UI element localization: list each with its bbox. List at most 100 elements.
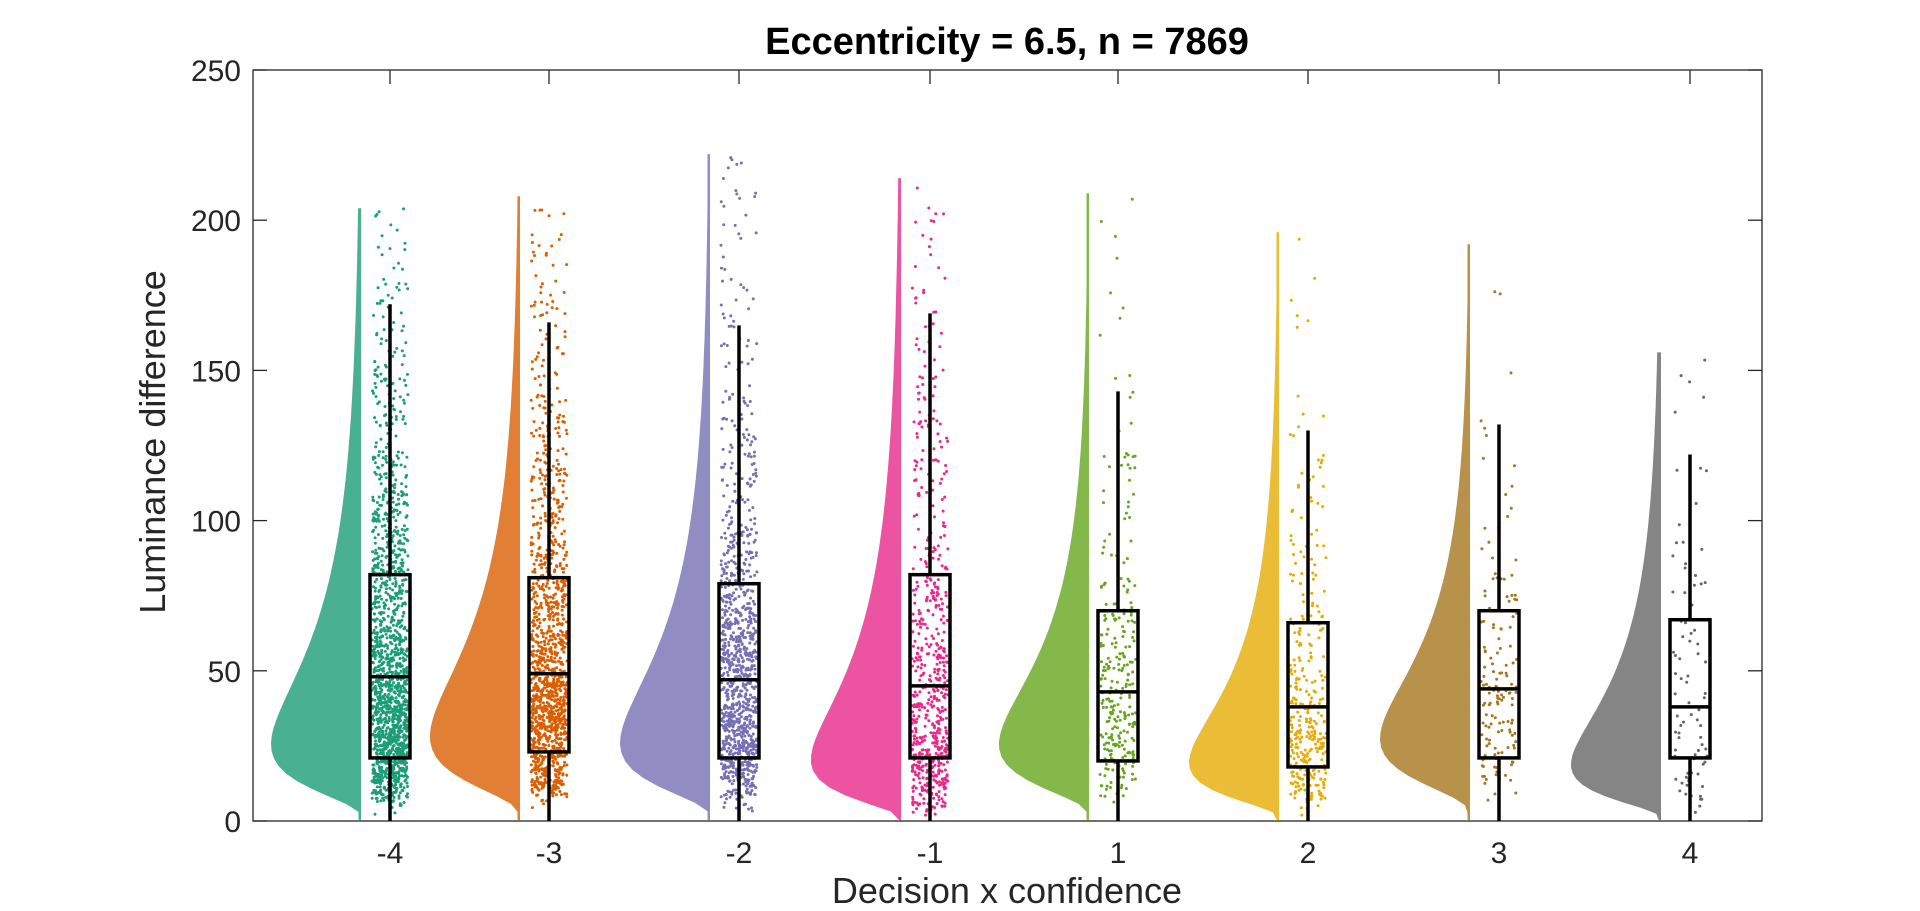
rain-points [719,156,759,813]
rain-point [940,498,944,501]
rain-point [729,613,733,617]
rain-point [535,602,539,606]
rain-point [544,666,548,670]
rain-point [745,569,749,573]
rain-point [937,722,941,726]
rain-point [560,532,564,536]
rain-point [1305,735,1309,738]
rain-point [552,761,556,765]
rain-point [733,740,737,744]
rain-point [914,220,918,224]
rain-point [924,813,927,817]
rain-point [400,640,403,643]
rain-point [404,502,408,505]
rain-point [939,597,943,601]
rain-point [1121,306,1125,310]
rain-point [944,590,948,594]
rain-point [405,761,408,765]
rain-point [742,436,746,439]
rain-point [735,192,739,196]
rain-point [1309,747,1313,751]
rain-point [403,601,407,605]
rain-point [406,775,409,779]
rain-point [393,811,397,815]
rain-point [935,655,939,659]
rain-point [725,651,729,655]
rain-point [533,766,537,770]
rain-point [530,806,534,810]
rain-point [544,411,548,415]
rain-point [1318,669,1322,673]
cloud-density [999,193,1089,821]
rain-point [562,617,566,621]
rain-point [404,769,408,773]
rain-point [1105,784,1109,788]
rain-point [399,568,403,571]
rain-point [735,703,739,707]
rain-point [562,747,565,750]
rain-point [537,742,541,746]
rain-point [533,315,536,319]
rain-point [375,778,379,782]
rain-point [376,508,380,511]
rain-point [564,636,568,640]
rain-point [540,786,544,790]
rain-point [724,637,728,641]
rain-point [1129,613,1133,617]
rain-point [943,495,947,499]
rain-point [920,663,924,666]
rain-point [371,680,375,684]
rain-point [545,582,549,585]
rain-point [386,741,390,745]
rain-point [542,487,546,491]
rain-point [564,731,568,735]
rain-point [737,644,740,647]
rain-point [538,679,542,683]
rain-point [740,734,744,738]
rain-point [937,798,941,802]
rain-point [1132,739,1136,742]
rain-point [723,704,727,708]
rain-point [726,673,730,677]
rain-point [547,704,551,708]
rain-point [727,643,731,647]
rain-point [721,623,725,627]
rain-point [553,656,557,660]
rain-point [565,795,569,799]
rain-point [558,544,562,548]
rain-point [744,683,748,687]
rain-point [1289,617,1293,621]
rain-point [755,570,759,574]
rain-point [1101,644,1105,647]
rain-point [1293,796,1297,800]
rain-point [931,377,935,381]
rain-point [555,793,558,797]
rain-point [393,759,397,763]
rain-point [928,577,932,581]
rain-point [562,479,566,483]
rain-point [535,355,539,359]
rain-point [916,665,920,669]
rain-point [544,636,548,640]
rain-point [753,573,757,577]
y-tick-label: 150 [191,355,241,388]
rain-point [1301,667,1305,670]
rain-point [539,516,543,520]
rain-point [540,664,544,667]
rain-point [754,468,758,472]
rain-point [752,664,756,668]
rain-point [398,510,402,514]
rain-point [1316,711,1320,715]
rain-point [740,631,744,635]
rain-point [728,713,732,716]
rain-point [942,521,946,525]
rain-point [400,349,404,353]
rain-point [1103,677,1107,681]
rain-point [751,696,754,700]
rain-point [400,558,404,562]
rain-point [557,517,561,521]
rain-point [392,690,396,694]
rain-point [940,740,944,744]
x-tick-label: -1 [917,837,944,870]
